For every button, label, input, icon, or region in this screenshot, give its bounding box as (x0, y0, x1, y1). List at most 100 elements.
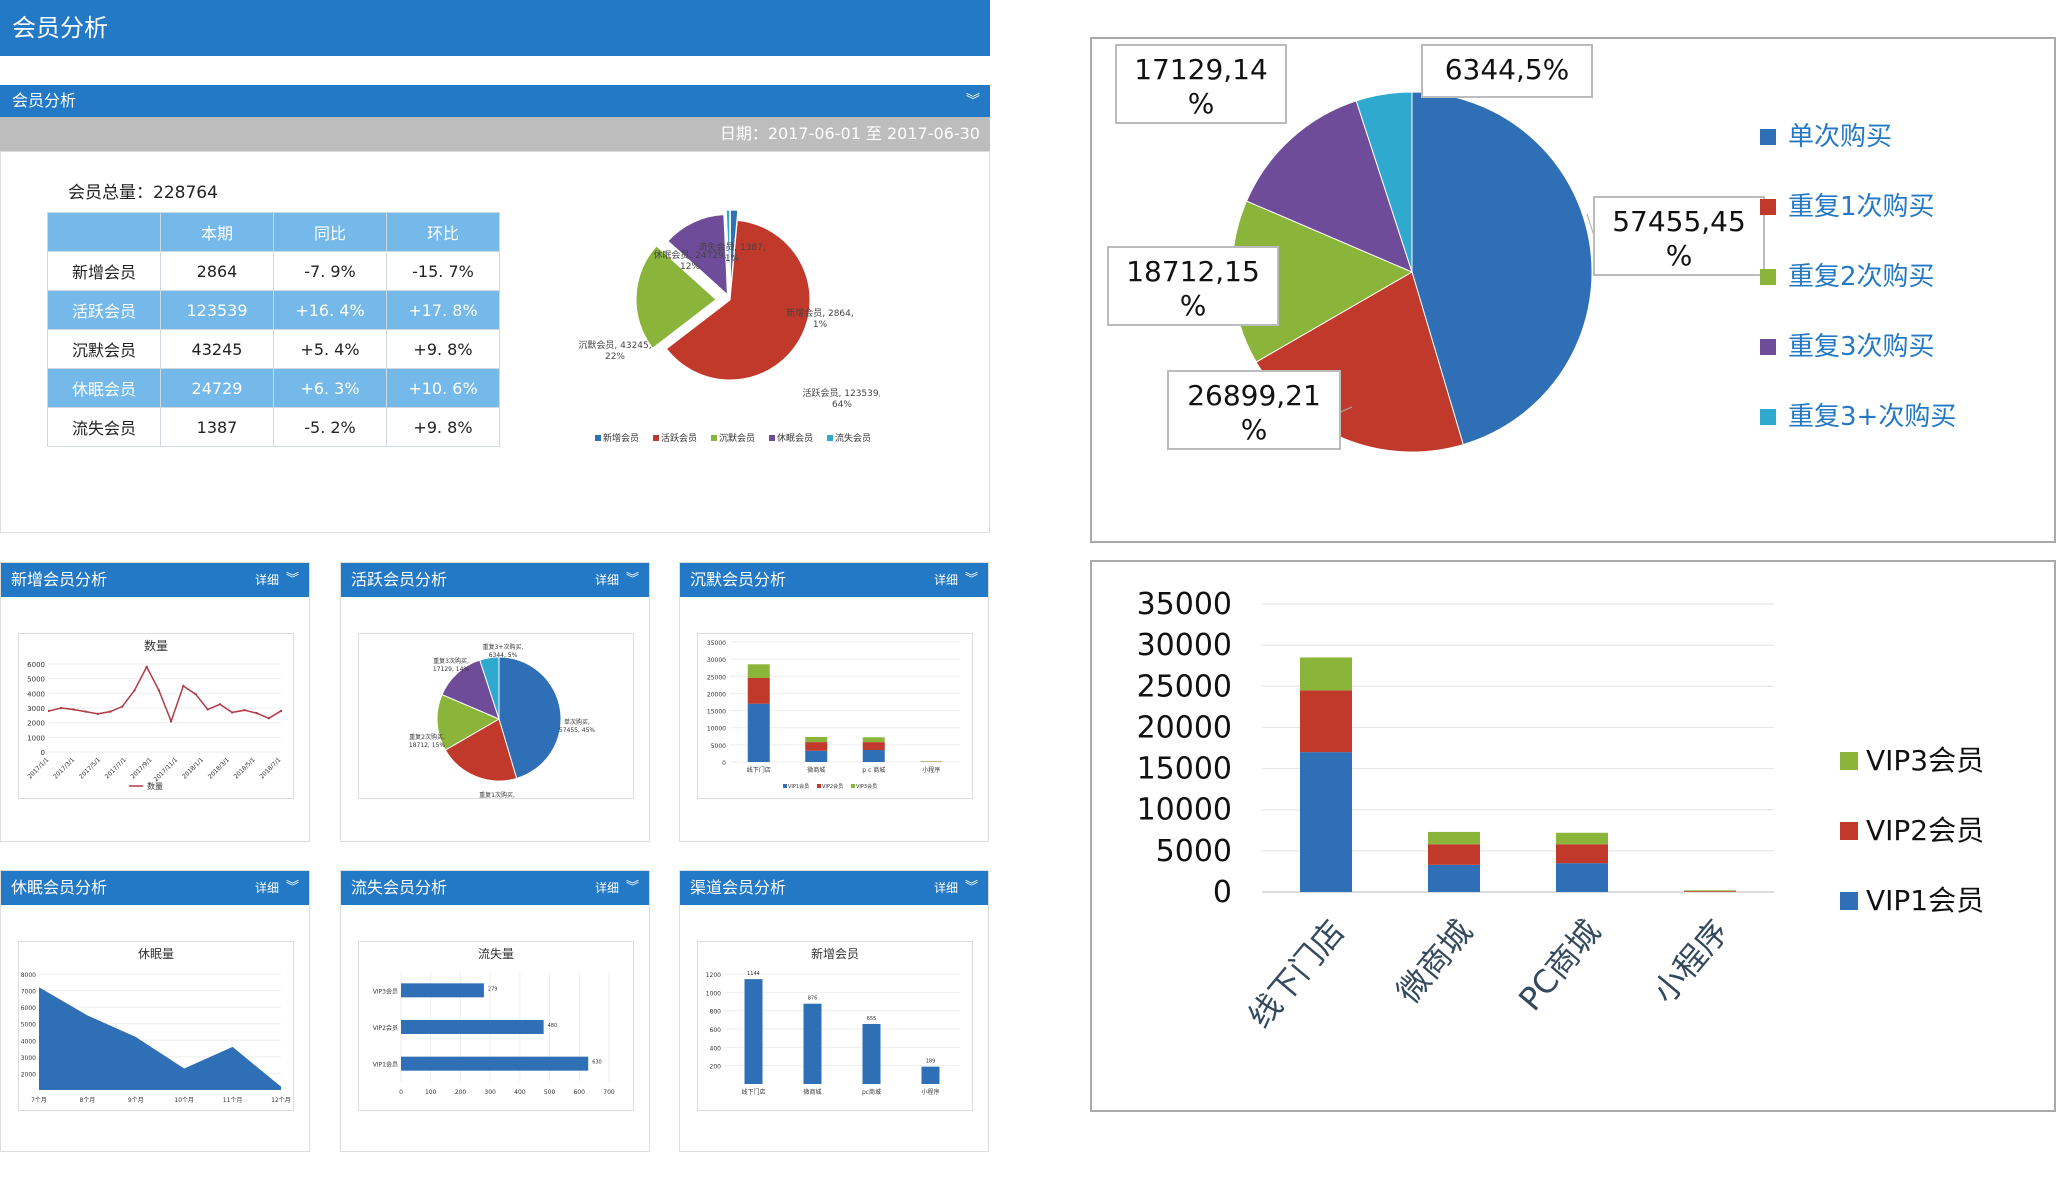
summary-panel (0, 151, 990, 533)
y-tick: 5000 (711, 743, 726, 750)
x-tick: 2017/11/1 (153, 756, 180, 783)
x-tick: 微商城 (807, 766, 825, 774)
bar-segment (862, 742, 885, 750)
detail-link[interactable]: 详细 (594, 881, 619, 895)
lost-hbar-chart: 流失量 0 100 200 300 400 500 600 700 VIP3会员 279 VIP2会员… (358, 941, 634, 1111)
card-header[interactable]: 沉默会员分析 详细 ︾ (680, 563, 988, 597)
x-tick: 2018/7/1 (258, 756, 282, 780)
slice-label: 64% (832, 400, 852, 410)
x-tick: PC商城 (1511, 913, 1608, 1018)
detail-link[interactable]: 详细 (933, 881, 958, 895)
x-tick: 2017/3/1 (52, 756, 76, 780)
channel-stacked-small: 0 5000 10000 15000 20000 25000 30000 35000 线下门店 微… (697, 633, 973, 799)
card-header[interactable]: 新增会员分析 详细 ︾ (1, 563, 309, 597)
big-pie-chart: 57455,45%26899,21%18712,15%17129,14%6344… (1107, 44, 1956, 453)
leader-line (1586, 213, 1595, 237)
slice-label: 17129,14 (1134, 53, 1268, 86)
x-tick: 2017/5/1 (78, 756, 102, 780)
label-box (1167, 370, 1341, 450)
y-tick: 200 (710, 1064, 722, 1071)
label-box (1593, 196, 1765, 276)
y-tick: 1000 (706, 990, 721, 997)
bar (862, 1023, 881, 1084)
bar-segment (747, 678, 770, 704)
table-cell: 43245 (160, 329, 274, 369)
legend-swatch (1760, 199, 1776, 215)
chevron-double-down-icon[interactable]: ︾ (966, 93, 980, 109)
y-tick: 10000 (1137, 793, 1232, 828)
detail-link[interactable]: 详细 (933, 573, 958, 587)
card-header[interactable]: 渠道会员分析 详细 ︾ (680, 871, 988, 905)
data-label: 1144 (747, 971, 760, 977)
y-tick: 2000 (21, 1071, 36, 1078)
legend-swatch (653, 435, 659, 441)
y-tick: 0 (1213, 875, 1232, 910)
card-header[interactable]: 活跃会员分析 详细 ︾ (341, 563, 649, 597)
y-tick: 3000 (27, 705, 45, 713)
pie-slice (436, 693, 501, 751)
section-bar[interactable]: 会员分析 ︾ (0, 85, 990, 117)
chevron-double-down-icon[interactable]: ︾ (625, 880, 639, 895)
pie-slice (635, 245, 717, 349)
slice-label: % (1188, 87, 1215, 120)
data-point (121, 705, 124, 708)
slice-label: 6344,5% (1445, 53, 1570, 86)
pie-slice (667, 214, 728, 296)
detail-link[interactable]: 详细 (254, 881, 279, 895)
card-new-members: 新增会员分析 详细 ︾ 数量 0 1000 2000 3000 4000 5000 6000 201… (0, 562, 310, 842)
x-tick: 9个月 (128, 1097, 144, 1104)
x-tick: 2017/9/1 (130, 756, 154, 780)
data-point (255, 711, 258, 715)
x-tick: 2018/5/1 (233, 756, 257, 780)
chart-title: 数量 (144, 638, 168, 653)
slice-label: % (1666, 239, 1693, 272)
card-lost-members: 流失会员分析 详细 ︾ 流失量 0 100 200 300 400 500 600 700 VIP3会… (340, 870, 650, 1152)
card-header[interactable]: 休眠会员分析 详细 ︾ (1, 871, 309, 905)
repeat-pie-small: 单次购买,57455, 45%重复1次购买,26899, 21%重复2次购买,1… (358, 633, 634, 799)
card-dormant-members: 休眠会员分析 详细 ︾ 休眠量 2000 3000 4000 5000 6000 7000 800… (0, 870, 310, 1152)
legend-swatch (851, 784, 855, 788)
data-point (133, 689, 136, 692)
legend-label: 休眠会员 (777, 432, 813, 444)
bar-segment (1300, 690, 1352, 753)
chevron-double-down-icon[interactable]: ︾ (625, 572, 639, 587)
table-cell: -5. 2% (273, 407, 387, 447)
x-tick: 线下门店 (1241, 913, 1352, 1035)
card-title: 休眠会员分析 (11, 878, 108, 897)
x-tick: 12个月 (271, 1097, 291, 1104)
slice-label: % (1180, 289, 1207, 322)
legend-swatch (1840, 752, 1858, 770)
table-cell: 休眠会员 (47, 368, 161, 408)
detail-link[interactable]: 详细 (594, 573, 619, 587)
chevron-double-down-icon[interactable]: ︾ (285, 572, 299, 587)
data-point (145, 665, 148, 669)
legend-label: 新增会员 (603, 432, 639, 444)
x-tick: 2018/1/1 (181, 756, 205, 780)
chart-title: 休眠量 (138, 947, 174, 961)
data-point (157, 689, 161, 692)
detail-link[interactable]: 详细 (254, 573, 279, 587)
y-tick: 8000 (21, 972, 36, 979)
bar-segment (1428, 844, 1480, 865)
pie-slice (1245, 100, 1413, 273)
series-line (48, 665, 282, 724)
chevron-double-down-icon[interactable]: ︾ (285, 880, 299, 895)
bar-segment (747, 664, 770, 678)
data-point (108, 710, 112, 713)
data-point (206, 708, 209, 711)
y-tick: 5000 (27, 676, 45, 684)
chevron-double-down-icon[interactable]: ︾ (964, 880, 978, 895)
big-bar-chart: 0 5000 10000 15000 20000 25000 30000 35000 线下门店微… (1137, 587, 1985, 1035)
card-header[interactable]: 流失会员分析 详细 ︾ (341, 871, 649, 905)
y-tick: 7000 (21, 989, 36, 996)
big-pie-panel: 57455,45% 26899,21% 18712,15% 17129,14% 6344… (1090, 37, 2056, 543)
bar (921, 1066, 940, 1084)
chevron-double-down-icon[interactable]: ︾ (964, 572, 978, 587)
y-tick: 6000 (27, 661, 45, 669)
legend-label: VIP2会员 (822, 783, 843, 790)
x-tick: 500 (544, 1089, 556, 1096)
table-header (47, 212, 161, 252)
x-tick: 8个月 (79, 1097, 95, 1104)
legend-swatch (783, 784, 787, 788)
